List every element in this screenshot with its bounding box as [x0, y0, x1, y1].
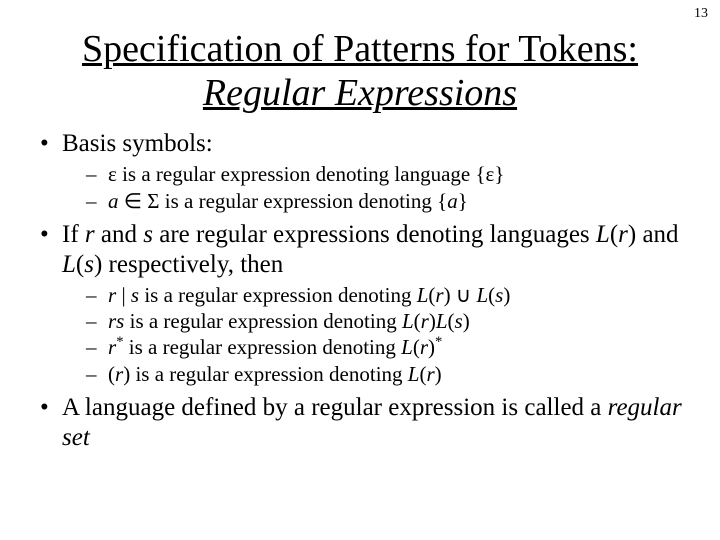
slide: 13 Specification of Patterns for Tokens:…	[0, 0, 720, 540]
b2b-rs: rs	[108, 309, 124, 333]
b2b-Lr-r: r	[421, 309, 429, 333]
bullet-regular-set: A language defined by a regular expressi…	[36, 393, 684, 453]
bullet-list: Basis symbols: ε is a regular expression…	[36, 129, 684, 453]
b2c-r: r	[108, 335, 116, 359]
b2d-r: r	[115, 362, 123, 386]
b1b-a2: a	[447, 189, 458, 213]
b2b-end: )	[463, 309, 470, 333]
b2a-mid: is a regular expression denoting	[139, 283, 417, 307]
b2d-end: )	[435, 362, 442, 386]
b2c-star: *	[116, 334, 123, 350]
b2a-end: )	[503, 283, 510, 307]
b1b-end: }	[458, 189, 468, 213]
b2b-Ls-s: s	[455, 309, 463, 333]
bullet-basis-text: Basis symbols:	[62, 130, 213, 157]
b3-pre: A language defined by a regular expressi…	[62, 394, 608, 421]
b2a-s: s	[131, 283, 139, 307]
b2b-L2: L	[436, 309, 448, 333]
bullet-basis-sublist: ε is a regular expression denoting langu…	[62, 161, 684, 214]
bullet-union: r | s is a regular expression denoting L…	[62, 282, 684, 308]
title-part1: Specification of Patterns for Tokens:	[82, 28, 638, 70]
b2-mid3: ) and	[628, 221, 679, 248]
b2c-mid: is a regular expression denoting	[124, 335, 402, 359]
b2c-end-star: *	[435, 334, 442, 350]
b2-Ls-s: s	[84, 251, 94, 278]
b2-L2: L	[62, 251, 76, 278]
b2a-un: ) ∪	[444, 283, 477, 307]
b2-r: r	[85, 221, 95, 248]
bullet-star: r* is a regular expression denoting L(r)…	[62, 334, 684, 360]
b2d-Lr-r: r	[426, 362, 434, 386]
b2-mid1: and	[95, 221, 144, 248]
b2b-L1: L	[402, 309, 414, 333]
bullet-inductive-sublist: r | s is a regular expression denoting L…	[62, 282, 684, 387]
b2-mid2: are regular expressions denoting languag…	[153, 221, 596, 248]
title-part2: Regular Expressions	[203, 72, 517, 114]
b2-pre: If	[62, 221, 85, 248]
b2a-L1: L	[417, 283, 429, 307]
bullet-epsilon: ε is a regular expression denoting langu…	[62, 161, 684, 187]
b2c-L: L	[401, 335, 413, 359]
b2-mid4: ) respectively, then	[94, 251, 283, 278]
b1b-a1: a	[108, 189, 119, 213]
b2c-Lr-r: r	[420, 335, 428, 359]
b2a-Lr-r: r	[435, 283, 443, 307]
b2d-mid: is a regular expression denoting	[130, 362, 408, 386]
b2-Lr-r: r	[618, 221, 628, 248]
b2a-r: r	[108, 283, 116, 307]
bullet-paren: (r) is a regular expression denoting L(r…	[62, 361, 684, 387]
bullet-basis: Basis symbols: ε is a regular expression…	[36, 129, 684, 214]
b1b-mid: ∈ Σ is a regular expression denoting {	[119, 189, 448, 213]
page-number: 13	[694, 6, 708, 22]
slide-title: Specification of Patterns for Tokens: Re…	[50, 28, 670, 115]
b2-L1: L	[596, 221, 610, 248]
b2d-open: (	[108, 362, 115, 386]
b2-s: s	[143, 221, 153, 248]
b2a-L2: L	[476, 283, 488, 307]
b2d-L: L	[408, 362, 420, 386]
bullet-inductive: If r and s are regular expressions denot…	[36, 220, 684, 387]
b2b-mid: is a regular expression denoting	[124, 309, 402, 333]
bullet-epsilon-text: ε is a regular expression denoting langu…	[108, 162, 504, 186]
bullet-a-in-sigma: a ∈ Σ is a regular expression denoting {…	[62, 188, 684, 214]
bullet-concat: rs is a regular expression denoting L(r)…	[62, 308, 684, 334]
b2a-bar: |	[116, 283, 131, 307]
